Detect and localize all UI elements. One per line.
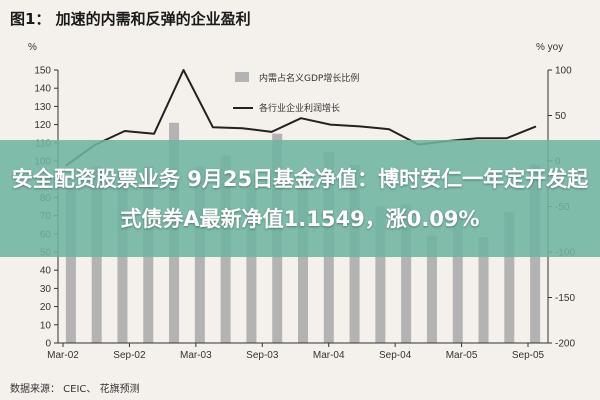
x-tick-label: Sep-04 bbox=[379, 350, 412, 361]
x-tick-label: Sep-03 bbox=[246, 350, 279, 361]
x-tick-label: Mar-02 bbox=[47, 350, 79, 361]
bar bbox=[478, 237, 489, 343]
bar bbox=[452, 211, 463, 343]
left-tick-label: 130 bbox=[34, 102, 51, 113]
source-note: 数据来源： CEIC、 花旗预测 bbox=[10, 384, 140, 395]
right-tick-label: 50 bbox=[555, 111, 567, 122]
x-tick-label: Mar-03 bbox=[180, 350, 212, 361]
x-tick-label: Mar-05 bbox=[446, 350, 478, 361]
x-tick-label: Sep-02 bbox=[113, 350, 146, 361]
legend-swatch-bar bbox=[235, 72, 249, 82]
bar bbox=[65, 182, 76, 343]
left-tick-label: 150 bbox=[34, 66, 51, 77]
left-axis-unit: % bbox=[28, 42, 37, 53]
bar bbox=[246, 173, 257, 343]
headline-text[interactable]: 安全配资股票业务 9月25日基金净值：博时安仁一年定开发起式债券A最新净值1.1… bbox=[11, 166, 589, 231]
right-tick-label: 100 bbox=[555, 66, 572, 77]
bar bbox=[426, 235, 437, 343]
right-tick-label: -200 bbox=[555, 339, 575, 350]
headline-banner[interactable]: 安全配资股票业务 9月25日基金净值：博时安仁一年定开发起式债券A最新净值1.1… bbox=[0, 140, 600, 257]
left-tick-label: 0 bbox=[45, 339, 51, 350]
bar bbox=[401, 204, 412, 343]
bar bbox=[375, 206, 386, 343]
x-tick-label: Sep-05 bbox=[512, 350, 545, 361]
left-tick-label: 10 bbox=[40, 320, 52, 331]
left-tick-label: 120 bbox=[34, 120, 51, 131]
right-axis-unit: % yoy bbox=[536, 42, 563, 53]
left-tick-label: 40 bbox=[40, 266, 52, 277]
right-tick-label: -150 bbox=[555, 293, 575, 304]
figure-title: 图1： 加速的内需和反弹的企业盈利 bbox=[10, 10, 251, 28]
bar bbox=[298, 179, 308, 343]
left-tick-label: 140 bbox=[34, 84, 51, 95]
legend-label-line: 各行业企业利润增长 bbox=[259, 102, 340, 114]
left-tick-label: 20 bbox=[40, 302, 52, 313]
legend-label-bar: 内需占名义GDP增长比例 bbox=[259, 72, 359, 84]
bar bbox=[504, 211, 515, 343]
x-tick-label: Mar-04 bbox=[313, 350, 345, 361]
left-tick-label: 30 bbox=[40, 284, 52, 295]
